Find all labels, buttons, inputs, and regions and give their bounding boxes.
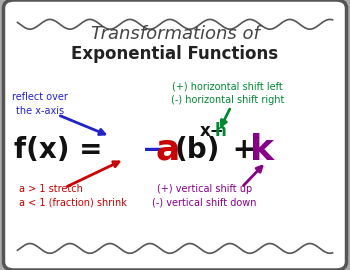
Text: −: −: [142, 136, 165, 164]
Text: f(x) =: f(x) =: [14, 136, 112, 164]
Text: k: k: [250, 133, 274, 167]
Text: h: h: [215, 122, 227, 140]
Text: Transformations of: Transformations of: [91, 25, 259, 43]
Text: +: +: [223, 136, 266, 164]
Text: reflect over
the x-axis: reflect over the x-axis: [12, 92, 68, 116]
Text: (b): (b): [175, 136, 220, 164]
Text: (+) horizontal shift left
(-) horizontal shift right: (+) horizontal shift left (-) horizontal…: [171, 82, 284, 105]
Text: Exponential Functions: Exponential Functions: [71, 45, 279, 63]
FancyBboxPatch shape: [4, 0, 346, 270]
Text: a > 1 stretch
a < 1 (fraction) shrink: a > 1 stretch a < 1 (fraction) shrink: [19, 184, 127, 207]
Text: x−: x−: [200, 122, 225, 140]
Text: a: a: [156, 133, 180, 167]
Text: (+) vertical shift up
(-) vertical shift down: (+) vertical shift up (-) vertical shift…: [153, 184, 257, 207]
